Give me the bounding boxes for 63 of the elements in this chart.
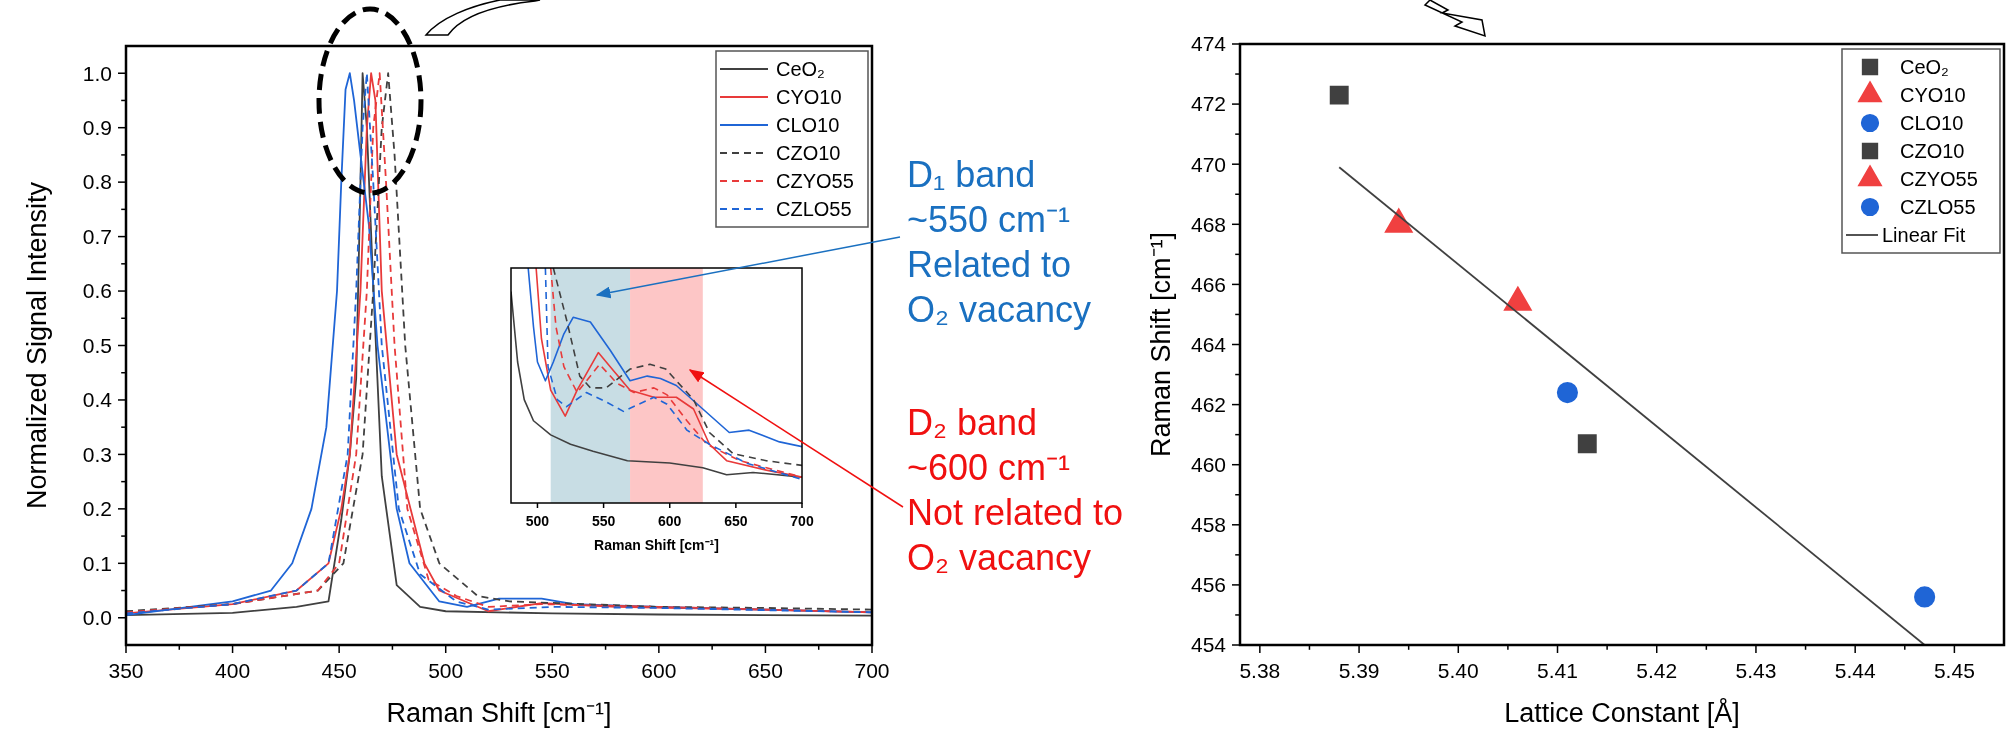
x-axis-title: Lattice Constant [Å] (1504, 697, 1740, 728)
legend-label: CZYO55 (776, 170, 854, 192)
x-tick-label: 5.40 (1437, 659, 1479, 682)
band-label: D₂ band ~600 cm⁻¹ Not related to O₂ vacancy (907, 402, 1124, 578)
x-tick-label: 650 (724, 513, 748, 529)
x-tick-label: 700 (790, 513, 814, 529)
y-tick-label: 0.7 (82, 224, 112, 248)
x-tick-label: 700 (854, 659, 890, 682)
y-tick-label: 462 (1190, 392, 1226, 416)
y-tick-label: 454 (1190, 633, 1227, 657)
y-tick-label: 464 (1190, 332, 1227, 356)
legend-label: CYO10 (1900, 84, 1966, 106)
y-tick-label: 460 (1190, 453, 1226, 477)
legend-label: CLO10 (776, 114, 840, 136)
x-tick-label: 650 (747, 659, 783, 682)
y-tick-label: 0.4 (82, 388, 113, 412)
y-tick-label: 0.6 (82, 279, 112, 303)
x-tick-label: 5.39 (1338, 659, 1380, 682)
y-axis-title: Normalized Signal Intensity (22, 181, 52, 510)
y-tick-label: 456 (1190, 573, 1226, 597)
legend-label: Linear Fit (1882, 224, 1966, 246)
legend-label: CZYO55 (1900, 168, 1978, 190)
y-tick-label: 0.3 (82, 442, 112, 466)
legend-label: CZO10 (776, 142, 841, 164)
band-label: D₁ band ~550 cm⁻¹ Related to O₂ vacancy (907, 154, 1092, 330)
legend-label: CZLO55 (1900, 196, 1976, 218)
x-axis-title: Raman Shift [cm⁻¹] (386, 698, 612, 728)
y-tick-label: 0.5 (82, 333, 112, 357)
y-tick-label: 470 (1190, 152, 1226, 176)
x-tick-label: 600 (641, 659, 677, 682)
x-tick-label: 5.42 (1636, 659, 1678, 682)
x-tick-label: 5.38 (1239, 659, 1281, 682)
y-tick-label: 0.8 (82, 170, 112, 194)
y-tick-label: 458 (1190, 513, 1226, 537)
x-tick-label: 500 (428, 659, 464, 682)
x-tick-label: 5.41 (1537, 659, 1578, 682)
y-tick-label: 472 (1190, 92, 1226, 116)
legend-label: CZLO55 (776, 198, 852, 220)
y-tick-label: 0.9 (82, 116, 112, 140)
legend-label: CLO10 (1900, 112, 1964, 134)
x-tick-label: 550 (591, 513, 616, 529)
y-tick-label: 474 (1190, 32, 1227, 56)
x-tick-label: 5.44 (1834, 659, 1876, 682)
y-tick-label: 0.1 (82, 551, 112, 575)
x-tick-label: 550 (534, 659, 570, 682)
legend-label: CeO₂ (776, 58, 825, 80)
legend-label: CeO₂ (1900, 56, 1949, 78)
x-tick-label: 5.45 (1933, 659, 1975, 682)
x-tick-label: 600 (658, 513, 682, 529)
y-axis-title: Raman Shift [cm⁻¹] (1146, 231, 1176, 458)
legend-label: CZO10 (1900, 140, 1965, 162)
x-axis-title: Raman Shift [cm⁻¹] (594, 537, 719, 553)
y-tick-label: 466 (1190, 272, 1226, 296)
y-tick-label: 0.0 (82, 606, 112, 630)
x-tick-label: 450 (321, 659, 357, 682)
y-tick-label: 0.2 (82, 497, 112, 521)
legend-label: CYO10 (776, 86, 842, 108)
x-tick-label: 500 (525, 513, 550, 529)
y-tick-label: 468 (1190, 212, 1226, 236)
x-tick-label: 350 (108, 659, 144, 682)
x-tick-label: 400 (215, 659, 251, 682)
x-tick-label: 5.43 (1735, 659, 1777, 682)
y-tick-label: 1.0 (82, 61, 112, 85)
